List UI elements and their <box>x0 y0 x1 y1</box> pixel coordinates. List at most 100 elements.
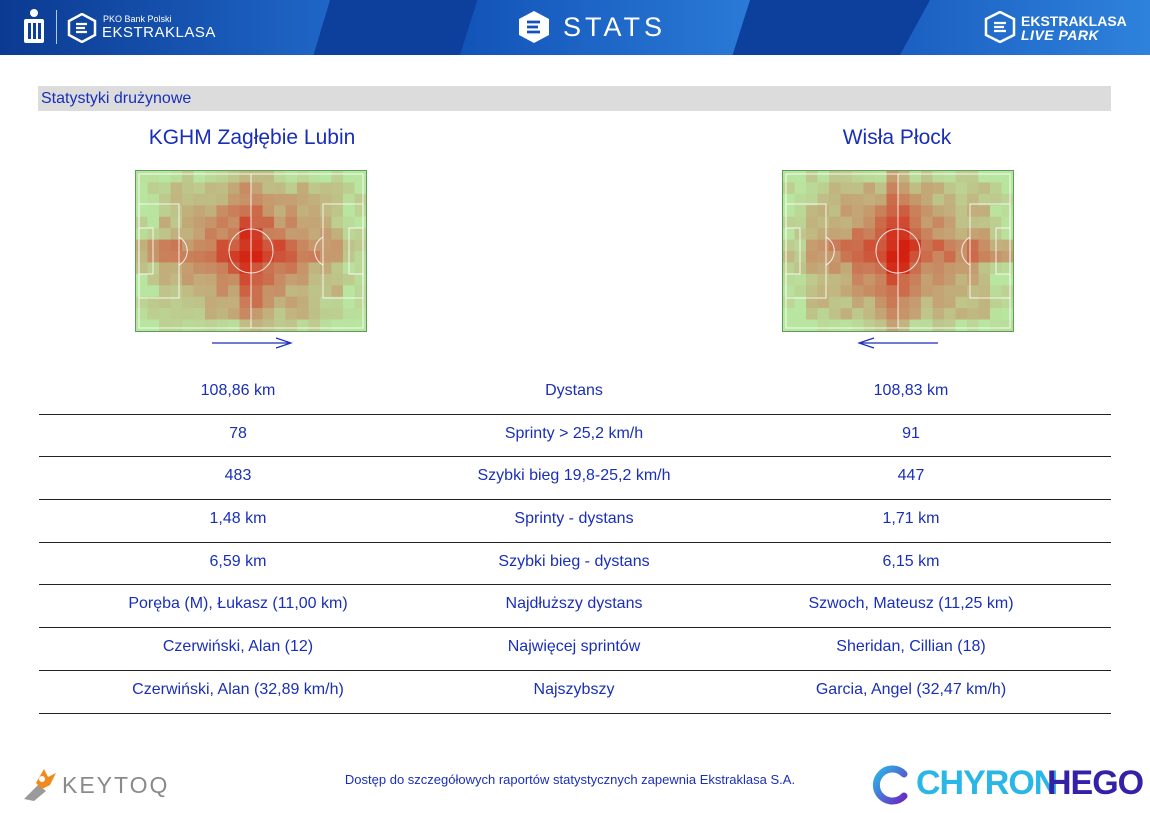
heatmap-cell <box>783 319 795 331</box>
heatmap-cell <box>205 228 217 240</box>
heatmap-cell <box>875 239 887 252</box>
heatmap-cell <box>967 262 979 275</box>
heatmap-cell <box>136 205 148 218</box>
away-value: 91 <box>902 424 920 442</box>
heatmap-cell <box>251 308 263 320</box>
heatmap-cell <box>308 216 321 229</box>
heatmap-cell <box>898 308 910 320</box>
heatmap-cell <box>159 171 171 183</box>
heatmap-cell <box>829 251 841 263</box>
heatmap-cell <box>193 239 206 252</box>
heatmap-cell <box>817 308 830 320</box>
heatmap-cell <box>262 308 275 320</box>
heatmap-cell <box>921 171 933 183</box>
heatmap-cell <box>285 285 298 298</box>
heatmap-cell <box>932 273 945 286</box>
heatmap-cell <box>932 262 945 275</box>
heatmap-cell <box>228 262 240 275</box>
heatmap-cell <box>331 171 344 183</box>
heatmap-cell <box>285 216 298 229</box>
heatmap-cell <box>239 239 252 252</box>
stat-label: Najwięcej sprintów <box>507 638 641 656</box>
heatmap-cell <box>1001 239 1013 252</box>
heatmap-cell <box>1001 273 1013 286</box>
heatmap-cell <box>806 228 818 240</box>
heatmap-cell <box>297 262 309 275</box>
section-title: Statystyki drużynowe <box>41 90 192 107</box>
heatmap-cell <box>806 273 818 286</box>
heatmap-cell <box>886 296 899 309</box>
heatmap-cell <box>216 216 229 229</box>
heatmap-cell <box>147 205 160 218</box>
header-band-left <box>0 0 330 55</box>
heatmap-cell <box>909 308 922 320</box>
heatmap-cell <box>967 273 979 286</box>
heatmap-cell <box>1001 251 1013 263</box>
heatmap-cell <box>182 251 194 263</box>
heatmap-cell <box>228 228 240 240</box>
heatmap-cell <box>285 182 298 195</box>
heatmap-cell <box>308 239 321 252</box>
heatmap-cell <box>159 182 171 195</box>
heatmap-cell <box>806 251 818 263</box>
heatmap-cell <box>806 296 818 309</box>
heatmap-cell <box>829 205 841 218</box>
heatmap-cell <box>274 182 286 195</box>
home-value: Poręba (M), Łukasz (11,00 km) <box>128 595 348 613</box>
heatmap-cell <box>921 239 933 252</box>
pitch-line <box>785 227 801 275</box>
heatmap-cell <box>136 251 148 263</box>
heatmap-cell <box>228 182 240 195</box>
heatmap-cell <box>886 308 899 320</box>
heatmap-cell <box>932 308 945 320</box>
heatmap-cell <box>182 205 194 218</box>
home-value: 78 <box>229 424 247 442</box>
stat-row-longest-distance: Poręba (M), Łukasz (11,00 km) Najdłuższy… <box>39 585 1111 629</box>
heatmap-cell <box>1001 285 1013 298</box>
heatmap-cell <box>944 205 956 218</box>
heatmap-cell <box>274 228 286 240</box>
home-team-name: KGHM Zagłębie Lubin <box>148 126 356 149</box>
heatmap-cell <box>354 285 366 298</box>
heatmap-cell <box>863 228 876 240</box>
heatmap-cell <box>863 273 876 286</box>
heatmap-cell <box>990 296 1002 309</box>
heatmap-cell <box>783 205 795 218</box>
heatmap-cell <box>806 182 818 195</box>
heatmap-cell <box>182 216 194 229</box>
heatmap-cell <box>354 239 366 252</box>
heatmap-cell <box>228 239 240 252</box>
heatmap-cell <box>216 171 229 183</box>
heatmap-cell <box>320 193 332 206</box>
heatmap-cell <box>159 216 171 229</box>
heatmap-cell <box>136 182 148 195</box>
heatmap-cell <box>331 205 344 218</box>
heatmap-cell <box>308 308 321 320</box>
heatmap-cell <box>331 285 344 298</box>
heatmap-cell <box>783 251 795 263</box>
heatmap-cell <box>262 182 275 195</box>
away-value: Garcia, Angel (32,47 km/h) <box>815 680 1007 698</box>
heatmap-cell <box>875 193 887 206</box>
heatmap-cell <box>886 182 899 195</box>
pitch-line <box>825 236 835 266</box>
heatmap-cell <box>343 319 355 331</box>
heatmap-cell <box>875 216 887 229</box>
heatmap-cell <box>875 296 887 309</box>
heatmap-cell <box>863 171 876 183</box>
heatmap-cell <box>944 216 956 229</box>
heatmap-cell <box>228 251 240 263</box>
heatmap-cell <box>159 285 171 298</box>
heatmap-cell <box>806 285 818 298</box>
pitch-line <box>875 228 921 274</box>
stat-row-fast-run-distance: 6,59 km Szybki bieg - dystans 6,15 km <box>39 543 1111 586</box>
heatmap-cell <box>354 216 366 229</box>
stat-row-distance: 108,86 km Dystans 108,83 km <box>39 372 1111 415</box>
heatmap-cell <box>239 205 252 218</box>
heatmap-cell <box>921 285 933 298</box>
away-heatmap <box>782 170 1014 332</box>
heatmap-cell <box>921 182 933 195</box>
heatmap-cell <box>1001 216 1013 229</box>
heatmap-cell <box>909 319 922 331</box>
heatmap-cell <box>239 262 252 275</box>
